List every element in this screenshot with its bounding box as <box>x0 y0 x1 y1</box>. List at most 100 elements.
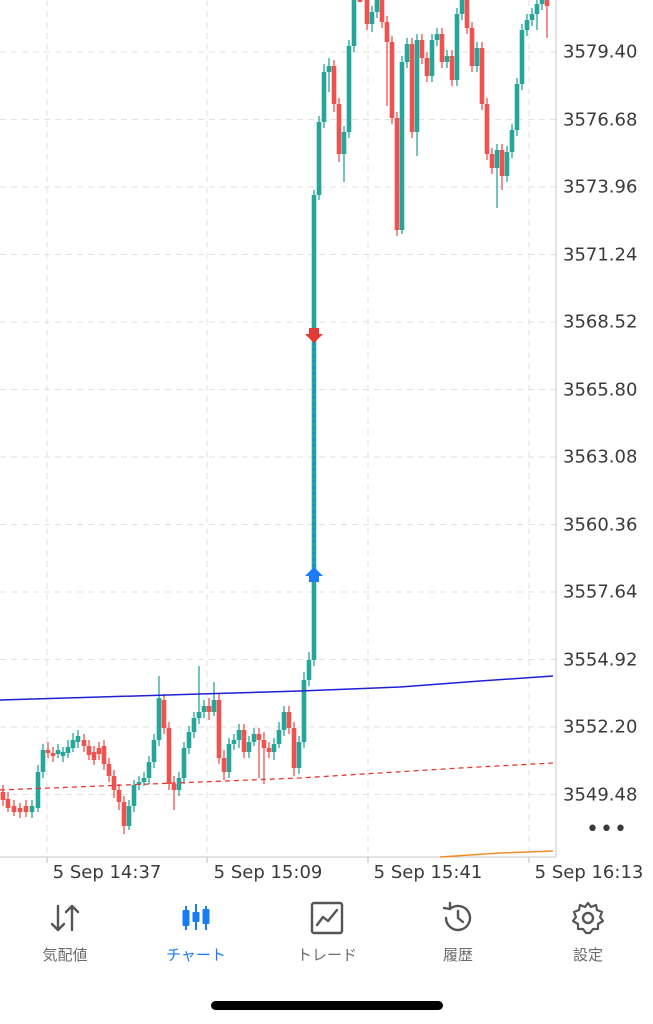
candle-body <box>136 782 142 785</box>
candle-body <box>96 748 102 754</box>
price-label: 3568.52 <box>563 311 638 333</box>
candle-body <box>514 84 520 130</box>
candle-body <box>281 712 287 730</box>
candle-body <box>201 706 207 712</box>
candle-body <box>389 42 395 118</box>
candle-body <box>11 806 17 812</box>
candlestick-chart-icon <box>182 904 210 930</box>
candle-body <box>399 62 405 230</box>
candle-body <box>346 46 352 132</box>
candle-body <box>141 778 147 782</box>
candle-body <box>246 742 252 752</box>
bottom-tab-bar: 気配値 チャート トレード 履歴 設定 <box>0 890 653 1024</box>
candle-body <box>504 152 510 176</box>
candle-body <box>75 736 81 742</box>
candle-body <box>301 680 307 742</box>
moving-average-red-dashed <box>0 762 554 791</box>
candle-body <box>369 12 375 24</box>
moving-average-orange <box>439 850 554 858</box>
candle-body <box>116 790 122 802</box>
candle-body <box>379 0 385 22</box>
moving-average-blue <box>0 675 554 701</box>
price-label: 3549.48 <box>563 784 638 805</box>
candle-body <box>131 785 137 806</box>
candle-body <box>499 150 505 176</box>
candlestick-chart-canvas[interactable] <box>0 0 653 890</box>
candle-body <box>357 0 363 2</box>
candle-body <box>45 750 51 753</box>
price-label: 3557.64 <box>563 581 638 603</box>
candle-body <box>65 747 71 753</box>
candle-body <box>40 750 46 772</box>
candle-body <box>29 806 35 812</box>
candle-body <box>341 132 347 154</box>
tab-history[interactable]: 履歴 <box>393 890 523 980</box>
history-clock-icon <box>442 901 472 932</box>
candle-body <box>539 0 545 4</box>
price-label: 3565.80 <box>563 379 638 400</box>
candle-body <box>166 728 172 784</box>
candle-body <box>519 30 525 84</box>
candle-body <box>86 746 92 755</box>
tab-label-trade: トレード <box>296 946 357 964</box>
candle-body <box>529 14 535 20</box>
candle-body <box>534 4 540 14</box>
candle-body <box>181 748 187 778</box>
candle-body <box>106 764 112 776</box>
candle-body <box>469 28 475 66</box>
candle-body <box>404 44 410 62</box>
candle-body <box>331 66 337 104</box>
candle-body <box>50 753 56 756</box>
candle-body <box>111 776 117 790</box>
tab-label-history: 履歴 <box>442 946 473 964</box>
candle-body <box>216 700 222 758</box>
candle-body <box>336 104 342 154</box>
candle-body <box>70 740 76 748</box>
candle-body <box>60 752 66 756</box>
candle-body <box>459 0 465 14</box>
buy-arrow-icon <box>305 567 323 582</box>
candle-body <box>23 806 29 812</box>
time-label: 5 Sep 14:37 <box>52 862 162 883</box>
candle-body <box>101 746 107 764</box>
price-chart[interactable]: 3579.40 3576.68 3573.96 3571.24 3568.52 3565.… <box>0 0 653 890</box>
price-label: 3571.24 <box>563 244 638 265</box>
candle-body <box>394 118 400 230</box>
candle-body <box>5 799 11 808</box>
candle-body <box>231 740 237 744</box>
candle-body <box>409 44 415 132</box>
more-options-button[interactable]: ••• <box>586 817 628 842</box>
candle-body <box>439 34 445 62</box>
time-label: 5 Sep 15:41 <box>373 862 483 883</box>
candle-body <box>151 740 157 762</box>
tab-chart[interactable]: チャート <box>131 890 261 980</box>
candle-body <box>464 0 470 28</box>
candle-body <box>364 0 370 24</box>
candle-body <box>206 706 212 712</box>
candle-body <box>176 778 182 790</box>
candle-body <box>241 730 247 752</box>
tab-trade[interactable]: トレード <box>262 890 392 980</box>
quotes-arrows-icon <box>50 904 80 932</box>
price-label: 3552.20 <box>563 716 638 738</box>
candle-body <box>444 56 450 62</box>
candle-body <box>429 40 435 76</box>
trade-chart-icon <box>310 901 344 935</box>
candle-body <box>296 742 302 768</box>
tab-quotes[interactable]: 気配値 <box>0 890 130 980</box>
candle-body <box>326 66 332 72</box>
candle-body <box>509 130 515 152</box>
candle-body <box>221 758 227 772</box>
candle-body <box>126 806 132 826</box>
candle-body <box>271 744 277 752</box>
candle-body <box>226 744 232 772</box>
price-label: 3579.40 <box>563 41 638 63</box>
candle-body <box>286 712 292 728</box>
time-label: 5 Sep 15:09 <box>213 862 323 883</box>
candle-body <box>266 748 272 752</box>
candle-body <box>276 730 282 744</box>
tab-settings[interactable]: 設定 <box>523 890 653 980</box>
candle-body <box>524 20 530 30</box>
candle-body <box>91 752 97 760</box>
candle-body <box>17 808 23 812</box>
